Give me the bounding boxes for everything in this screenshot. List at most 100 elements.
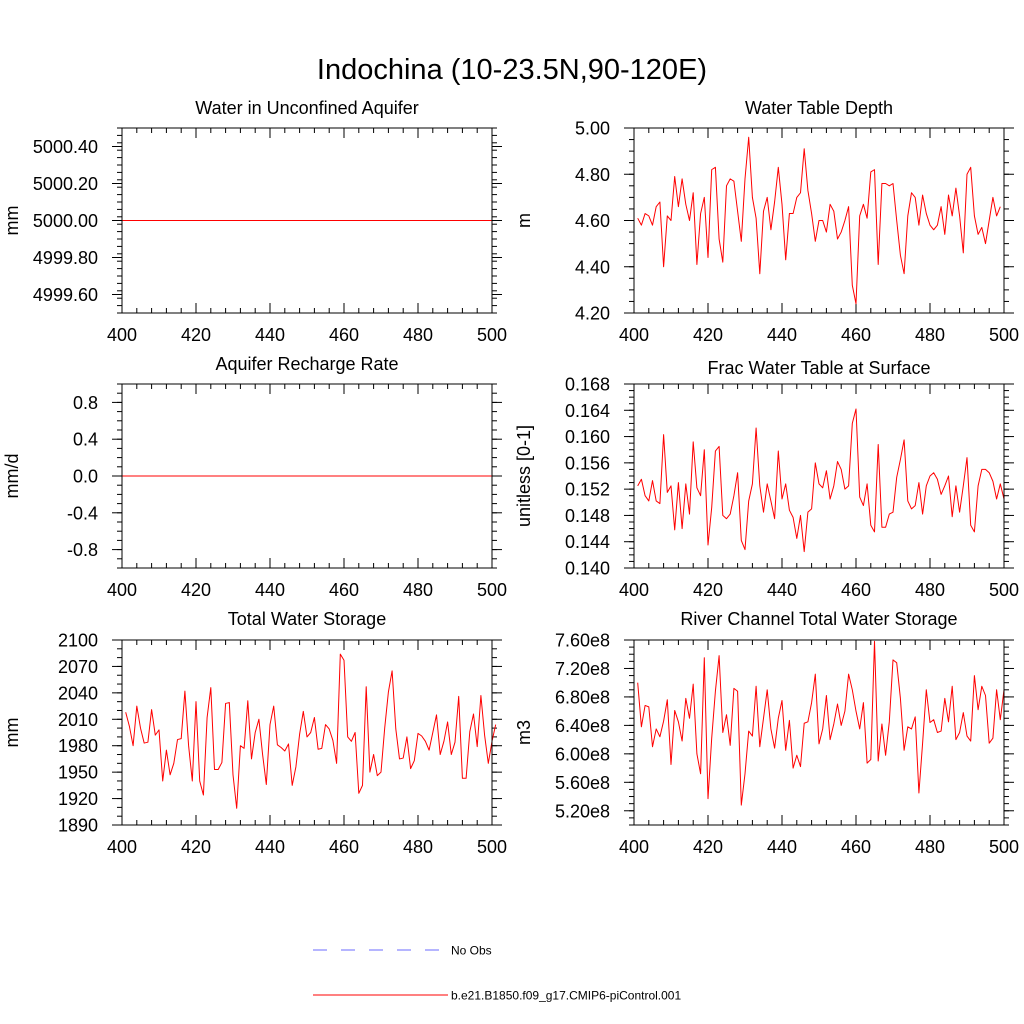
series-line xyxy=(637,640,1005,806)
legend: No Obs b.e21.B1850.f09_g17.CMIP6-piContr… xyxy=(313,944,681,1003)
y-tick-label: 2070 xyxy=(58,657,98,677)
y-tick-label: 0.8 xyxy=(73,393,98,413)
y-tick-label: 4.60 xyxy=(575,211,610,231)
y-tick-label: 2040 xyxy=(58,683,98,703)
y-tick-label: 0.144 xyxy=(565,532,610,552)
x-tick-label: 480 xyxy=(915,580,945,600)
y-tick-label: 0.168 xyxy=(565,375,610,395)
x-tick-label: 400 xyxy=(107,837,137,857)
y-tick-label: 1920 xyxy=(58,789,98,809)
series-line xyxy=(637,136,1001,305)
x-tick-label: 440 xyxy=(767,837,797,857)
x-tick-label: 460 xyxy=(841,580,871,600)
y-tick-label: 0.148 xyxy=(565,506,610,526)
series-line xyxy=(125,653,497,809)
y-tick-label: 0.0 xyxy=(73,467,98,487)
y-axis-label: m3 xyxy=(514,720,534,745)
x-tick-label: 400 xyxy=(107,580,137,600)
y-axis-label: mm xyxy=(2,206,22,236)
panel-river-channel-total-water-storage: River Channel Total Water Storage m3 400 42… xyxy=(514,609,1019,857)
plot-frame xyxy=(633,127,1005,314)
x-tick-label: 420 xyxy=(693,580,723,600)
x-tick-label: 440 xyxy=(255,837,285,857)
figure-title: Indochina (10-23.5N,90-120E) xyxy=(317,54,707,86)
x-tick-label: 440 xyxy=(767,580,797,600)
x-tick-label: 420 xyxy=(181,580,211,600)
y-axis-label: unitless [0-1] xyxy=(514,425,534,527)
x-tick-label: 460 xyxy=(841,837,871,857)
panel-title: Total Water Storage xyxy=(228,609,386,629)
x-tick-label: 400 xyxy=(619,580,649,600)
x-tick-label: 400 xyxy=(619,325,649,345)
panel-aquifer-recharge-rate: Aquifer Recharge Rate mm/d 400 420 440 460 480… xyxy=(2,354,507,600)
y-axis-label: mm xyxy=(2,718,22,748)
y-tick-label: 5000.00 xyxy=(33,211,98,231)
y-axis-label: m xyxy=(514,213,534,228)
y-tick-label: -0.4 xyxy=(67,503,98,523)
y-tick-label: 0.140 xyxy=(565,559,610,579)
y-tick-label: 5000.40 xyxy=(33,137,98,157)
y-tick-label: 2100 xyxy=(58,631,98,651)
x-tick-label: 460 xyxy=(329,580,359,600)
y-tick-label: 4999.60 xyxy=(33,285,98,305)
x-tick-label: 480 xyxy=(915,325,945,345)
y-tick-label: 5.60e8 xyxy=(555,773,610,793)
y-tick-label: 6.00e8 xyxy=(555,744,610,764)
y-tick-label: 2010 xyxy=(58,710,98,730)
x-tick-label: 400 xyxy=(107,325,137,345)
plot-frame xyxy=(633,383,1005,569)
x-tick-label: 460 xyxy=(329,837,359,857)
x-tick-label: 440 xyxy=(767,325,797,345)
x-tick-label: 460 xyxy=(329,325,359,345)
y-tick-label: 0.152 xyxy=(565,480,610,500)
y-axis-label: mm/d xyxy=(2,454,22,499)
y-tick-label: 5.00 xyxy=(575,119,610,139)
y-tick-label: 7.60e8 xyxy=(555,631,610,651)
panel-title: Water in Unconfined Aquifer xyxy=(195,98,418,118)
plot-frame xyxy=(121,639,493,826)
panel-title: River Channel Total Water Storage xyxy=(680,609,957,629)
x-tick-label: 500 xyxy=(989,325,1019,345)
x-tick-label: 460 xyxy=(841,325,871,345)
y-tick-label: 1980 xyxy=(58,736,98,756)
x-tick-label: 420 xyxy=(181,325,211,345)
panel-frac-water-table-at-surface: Frac Water Table at Surface unitless [0-1… xyxy=(514,358,1019,600)
legend-model-label: b.e21.B1850.f09_g17.CMIP6-piControl.001 xyxy=(451,989,681,1003)
plot-frame xyxy=(121,383,493,569)
x-tick-label: 440 xyxy=(255,580,285,600)
y-tick-label: 1950 xyxy=(58,763,98,783)
x-tick-label: 420 xyxy=(181,837,211,857)
panel-water-in-unconfined-aquifer: Water in Unconfined Aquifer mm 400 420 440 46… xyxy=(2,98,507,345)
x-tick-label: 500 xyxy=(477,837,507,857)
y-tick-label: 4.20 xyxy=(575,304,610,324)
panel-total-water-storage: Total Water Storage mm 400 420 440 460 480 500 1… xyxy=(2,609,507,857)
x-tick-label: 420 xyxy=(693,325,723,345)
x-tick-label: 400 xyxy=(619,837,649,857)
x-tick-label: 500 xyxy=(477,580,507,600)
y-tick-label: 0.160 xyxy=(565,427,610,447)
panel-title: Frac Water Table at Surface xyxy=(707,358,930,378)
y-tick-label: 7.20e8 xyxy=(555,659,610,679)
y-tick-label: 0.156 xyxy=(565,453,610,473)
y-tick-label: 4.80 xyxy=(575,165,610,185)
x-tick-label: 480 xyxy=(403,580,433,600)
series-line xyxy=(637,408,1005,553)
y-tick-label: 0.164 xyxy=(565,401,610,421)
x-tick-label: 500 xyxy=(477,325,507,345)
y-tick-label: 6.40e8 xyxy=(555,716,610,736)
legend-no-obs-label: No Obs xyxy=(451,944,492,958)
x-tick-label: 420 xyxy=(693,837,723,857)
x-tick-label: 500 xyxy=(989,837,1019,857)
panel-title: Aquifer Recharge Rate xyxy=(215,354,398,374)
x-tick-label: 480 xyxy=(403,325,433,345)
y-tick-label: 4999.80 xyxy=(33,248,98,268)
y-tick-label: 1890 xyxy=(58,816,98,836)
y-tick-label: -0.8 xyxy=(67,540,98,560)
x-tick-label: 500 xyxy=(989,580,1019,600)
y-tick-label: 5.20e8 xyxy=(555,801,610,821)
panel-title: Water Table Depth xyxy=(745,98,893,118)
x-tick-label: 480 xyxy=(915,837,945,857)
y-tick-label: 0.4 xyxy=(73,430,98,450)
